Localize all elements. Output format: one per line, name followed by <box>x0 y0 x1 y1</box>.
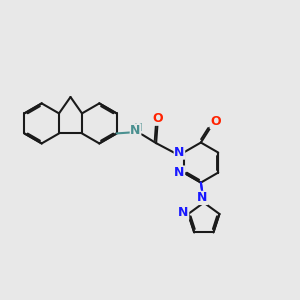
Text: H: H <box>134 123 143 133</box>
Text: N: N <box>174 166 184 179</box>
Text: N: N <box>197 191 208 204</box>
Text: N: N <box>174 146 184 159</box>
Text: O: O <box>153 112 164 125</box>
Text: N: N <box>178 206 189 219</box>
Text: O: O <box>210 116 221 128</box>
Text: N: N <box>130 124 141 137</box>
